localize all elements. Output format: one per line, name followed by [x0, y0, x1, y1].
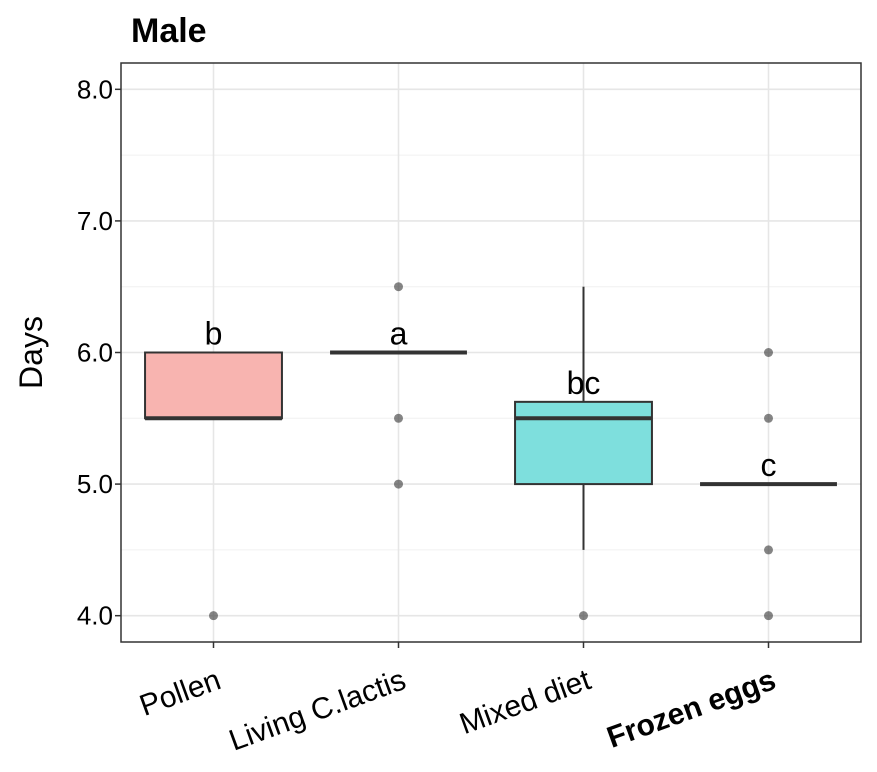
- box-group: a: [330, 282, 467, 489]
- outlier-point: [764, 611, 773, 621]
- outlier-point: [579, 611, 588, 621]
- x-category-label: Frozen eggs: [603, 663, 780, 754]
- outlier-point: [209, 611, 218, 621]
- outlier-point: [394, 413, 403, 423]
- x-category-label: Mixed diet: [455, 663, 595, 741]
- significance-letter: a: [390, 316, 408, 352]
- y-axis: 4.0 5.0 6.0 7.0 8.0: [77, 74, 121, 631]
- outlier-point: [764, 545, 773, 555]
- box-group: b: [144, 316, 283, 621]
- box-body: [514, 400, 653, 486]
- outlier-point: [394, 282, 403, 292]
- box-group: bc: [514, 286, 653, 621]
- outlier-point: [764, 413, 773, 423]
- box-body: [144, 351, 283, 420]
- chart-title: Male: [131, 12, 207, 50]
- x-category-label: Living C.lactis: [225, 663, 410, 757]
- significance-letter: bc: [567, 365, 601, 401]
- x-axis: Pollen Living C.lactis Mixed diet Frozen eg…: [135, 642, 780, 758]
- y-tick-label: 5.0: [77, 469, 113, 499]
- outlier-point: [764, 348, 773, 357]
- significance-letter: b: [205, 316, 223, 352]
- y-axis-label: Days: [13, 316, 49, 389]
- x-category-label: Pollen: [135, 663, 225, 723]
- y-tick-label: 7.0: [77, 206, 113, 236]
- significance-letter: c: [761, 447, 777, 483]
- y-tick-label: 8.0: [77, 74, 113, 104]
- y-tick-label: 4.0: [77, 601, 113, 631]
- y-tick-label: 6.0: [77, 338, 113, 368]
- plot-marks: b a bc c: [144, 282, 837, 621]
- outlier-point: [394, 479, 403, 489]
- box-group: c: [700, 348, 837, 621]
